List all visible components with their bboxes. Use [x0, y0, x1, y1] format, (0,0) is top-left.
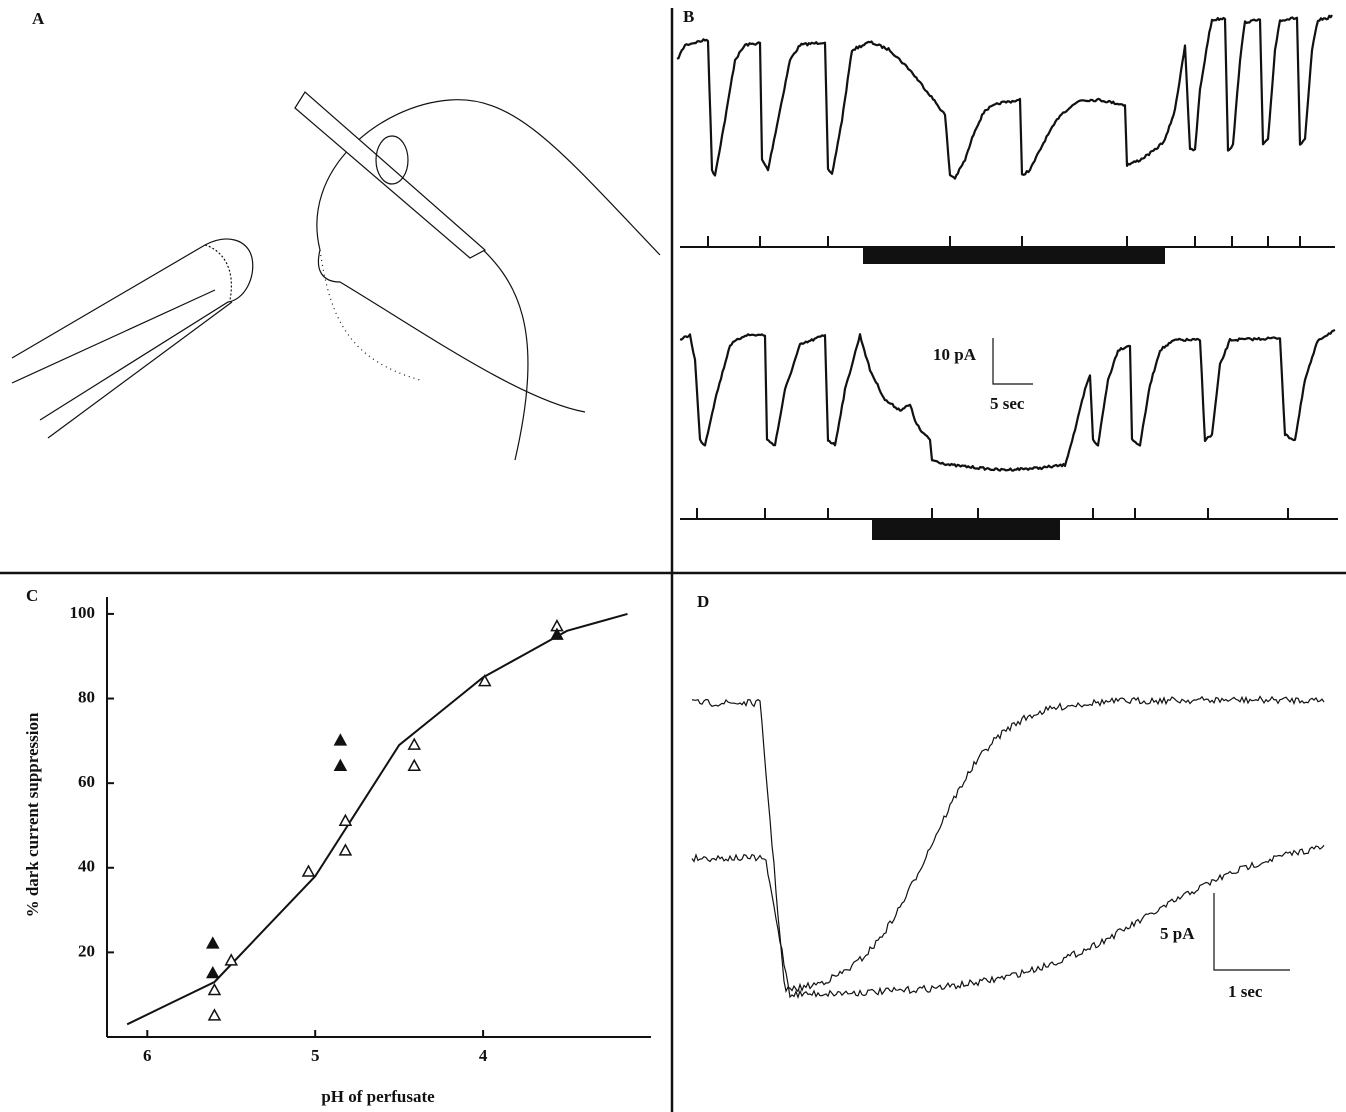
- x-tick-label: 5: [311, 1046, 320, 1065]
- data-point: [301, 864, 316, 877]
- data-point: [338, 843, 353, 856]
- data-point: [478, 674, 492, 687]
- y-tick-label: 100: [70, 603, 96, 622]
- panel-label: A: [32, 9, 45, 28]
- scale-label: 1 sec: [1228, 982, 1263, 1001]
- pipette-drawing: [11, 91, 661, 461]
- current-traces: [676, 14, 1336, 519]
- x-tick-label: 4: [479, 1046, 488, 1065]
- y-axis-label: % dark current suppression: [23, 712, 42, 917]
- data-point: [207, 982, 222, 996]
- stimulus-bar: [872, 519, 1060, 540]
- panel-label: B: [683, 7, 694, 26]
- x-tick-label: 6: [143, 1046, 152, 1065]
- y-tick-label: 20: [78, 941, 95, 960]
- scale-bar: [1213, 893, 1290, 971]
- current-traces: [691, 695, 1325, 1000]
- y-tick-label: 80: [78, 687, 95, 706]
- panel-label: D: [697, 592, 709, 611]
- stimulus-bar: [863, 248, 1165, 264]
- y-tick-label: 40: [78, 857, 95, 876]
- scale-label: 5 pA: [1160, 924, 1195, 943]
- panel-label: C: [26, 586, 38, 605]
- plot-area: 20 40 60 80 100 6 5 4: [70, 603, 628, 1065]
- scale-bar: [992, 338, 1033, 385]
- x-axis-label: pH of perfusate: [321, 1087, 435, 1106]
- data-point: [338, 813, 353, 826]
- data-point: [206, 936, 220, 949]
- trace: [691, 695, 1325, 994]
- data-point: [207, 1008, 222, 1021]
- data-point: [224, 953, 239, 966]
- data-point: [550, 627, 564, 640]
- trace: [676, 14, 1333, 180]
- trace: [691, 844, 1325, 1000]
- data-point: [407, 758, 422, 771]
- scale-label: 5 sec: [990, 394, 1025, 413]
- data-point: [206, 965, 220, 979]
- fit-curve: [126, 612, 628, 1026]
- trace: [679, 328, 1336, 472]
- scale-label: 10 pA: [933, 345, 977, 364]
- data-point: [333, 758, 348, 771]
- data-point: [333, 733, 348, 746]
- data-point: [407, 737, 422, 750]
- y-tick-label: 60: [78, 772, 95, 791]
